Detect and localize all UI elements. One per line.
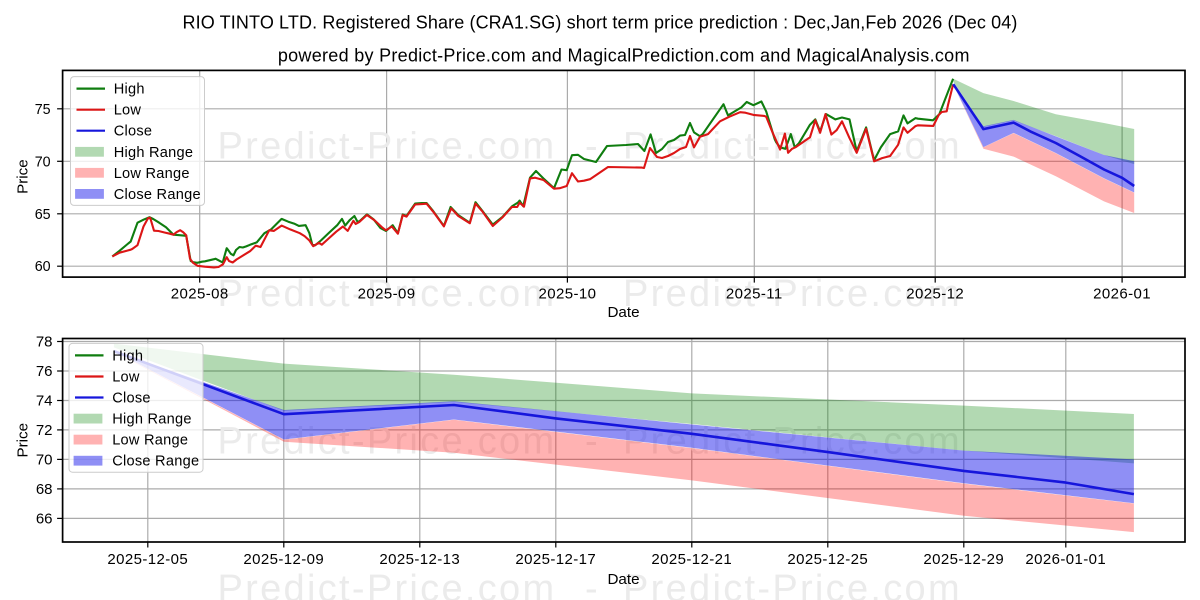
svg-text:2025-10: 2025-10	[538, 285, 596, 302]
svg-text:Low Range: Low Range	[112, 433, 188, 449]
svg-text:72: 72	[36, 422, 53, 439]
svg-text:-: -	[585, 126, 598, 168]
svg-text:-: -	[585, 273, 598, 315]
svg-text:Predict-Price.com: Predict-Price.com	[623, 273, 962, 315]
svg-text:Close Range: Close Range	[114, 187, 201, 203]
svg-text:2026-01: 2026-01	[1093, 285, 1151, 302]
svg-text:2025-08: 2025-08	[171, 285, 229, 302]
svg-text:60: 60	[35, 259, 51, 275]
svg-text:70: 70	[35, 154, 51, 170]
svg-text:Close: Close	[114, 124, 153, 140]
svg-text:2025-12-25: 2025-12-25	[787, 551, 868, 568]
svg-text:Predict-Price.com: Predict-Price.com	[623, 421, 962, 463]
svg-text:78: 78	[36, 334, 53, 351]
svg-text:Predict-Price.com: Predict-Price.com	[218, 421, 557, 463]
svg-text:Low: Low	[114, 103, 142, 119]
svg-text:74: 74	[36, 393, 53, 410]
svg-text:High: High	[114, 82, 145, 98]
svg-text:76: 76	[36, 363, 53, 380]
svg-text:Price: Price	[14, 159, 31, 194]
svg-text:75: 75	[35, 102, 51, 118]
svg-text:powered by Predict-Price.com a: powered by Predict-Price.com and Magical…	[278, 46, 970, 66]
svg-text:Close Range: Close Range	[112, 454, 199, 470]
svg-text:Date: Date	[607, 304, 639, 321]
svg-text:-: -	[585, 568, 598, 600]
svg-text:Predict-Price.com: Predict-Price.com	[218, 273, 557, 315]
svg-text:-: -	[585, 421, 598, 463]
svg-text:Date: Date	[607, 571, 639, 588]
svg-text:66: 66	[36, 510, 53, 527]
svg-text:Predict-Price.com: Predict-Price.com	[218, 126, 557, 168]
svg-text:Predict-Price.com: Predict-Price.com	[623, 126, 962, 168]
svg-text:High Range: High Range	[112, 412, 192, 428]
svg-text:68: 68	[36, 481, 53, 498]
svg-text:2025-12-17: 2025-12-17	[515, 551, 596, 568]
svg-text:Price: Price	[14, 423, 31, 458]
svg-text:High: High	[112, 348, 143, 364]
svg-text:2025-09: 2025-09	[358, 285, 416, 302]
svg-text:65: 65	[35, 207, 51, 223]
svg-text:Close: Close	[112, 391, 151, 407]
svg-text:2025-12-29: 2025-12-29	[923, 551, 1004, 568]
svg-text:Predict-Price.com: Predict-Price.com	[218, 568, 557, 600]
svg-text:2025-12-05: 2025-12-05	[107, 551, 188, 568]
svg-text:2025-11: 2025-11	[726, 285, 783, 302]
svg-text:Low Range: Low Range	[114, 166, 190, 182]
svg-text:Predict-Price.com: Predict-Price.com	[623, 568, 962, 600]
svg-text:Low: Low	[112, 370, 140, 386]
svg-text:High Range: High Range	[114, 145, 194, 161]
svg-text:2026-01-01: 2026-01-01	[1025, 551, 1106, 568]
svg-text:70: 70	[36, 451, 53, 468]
svg-text:2025-12-21: 2025-12-21	[651, 551, 732, 568]
svg-text:RIO TINTO LTD. Registered Shar: RIO TINTO LTD. Registered Share (CRA1.SG…	[183, 13, 1018, 33]
svg-text:2025-12: 2025-12	[906, 285, 964, 302]
svg-text:2025-12-13: 2025-12-13	[379, 551, 460, 568]
svg-text:2025-12-09: 2025-12-09	[243, 551, 324, 568]
